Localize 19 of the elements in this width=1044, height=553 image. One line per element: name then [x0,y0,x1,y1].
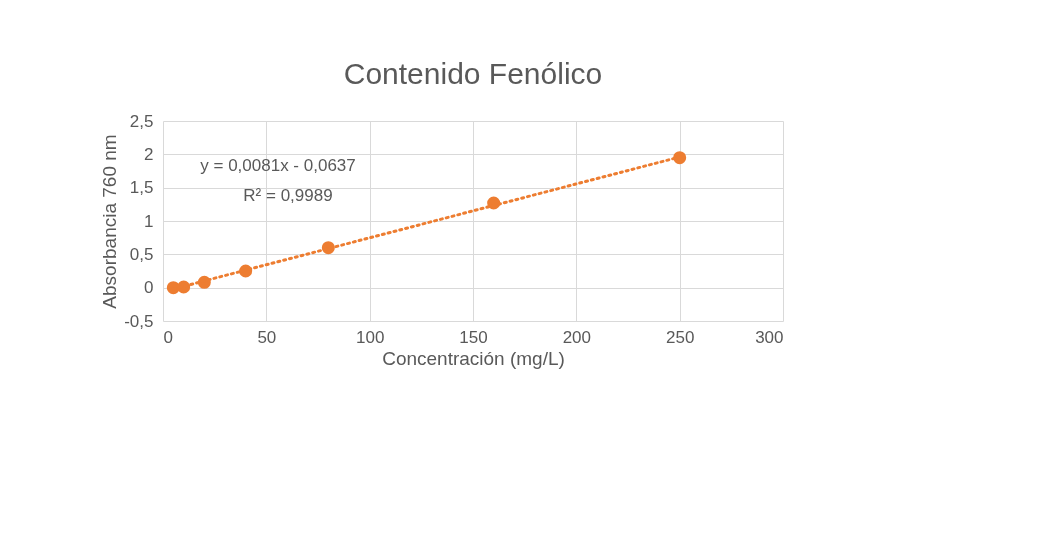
y-tick-label: 2,5 [129,111,154,131]
x-tick-label: 100 [355,327,385,347]
x-tick-label: 250 [665,327,695,347]
x-tick-label: 150 [459,327,488,347]
y-tick-label: 0 [144,278,154,298]
y-tick-label: 0,5 [129,244,154,264]
y-tick-label: 2 [144,144,154,164]
chart-title: Contenido Fenólico [343,57,603,90]
x-tick-label: 50 [257,327,277,347]
y-tick-label: -0,5 [124,311,154,331]
x-tick-label: 300 [755,327,784,347]
y-tick-label: 1 [144,211,154,231]
annotation: R² = 0,9989 [243,186,333,205]
x-tick-label: 0 [163,327,173,347]
annotation: y = 0,0081x - 0,0637 [200,156,356,175]
x-axis-title: Concentración (mg/L) [382,347,565,369]
y-tick-label: 1,5 [129,178,154,198]
y-axis-title: Absorbancia 760 nm [99,134,121,309]
x-tick-label: 200 [562,327,592,347]
